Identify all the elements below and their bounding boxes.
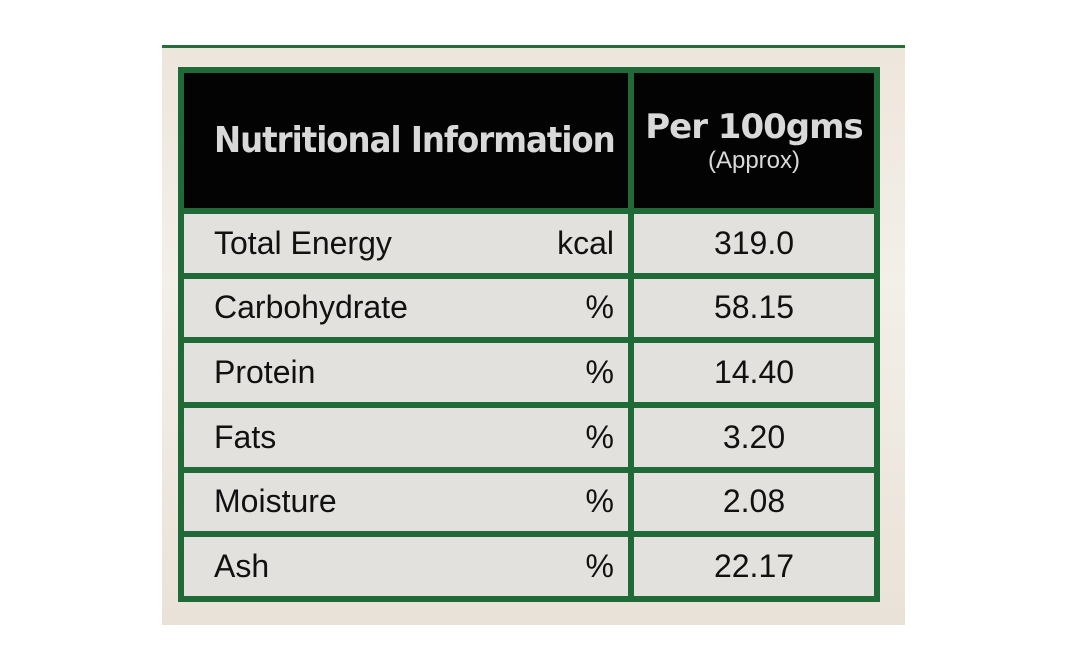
row-value-cell: 22.17 — [634, 537, 874, 596]
nutrient-name: Fats — [214, 418, 277, 455]
header-cell: Nutritional Information — [184, 73, 628, 208]
row-value-cell: 319.0 — [634, 214, 874, 273]
nutrient-value: 58.15 — [713, 289, 795, 326]
nutrient-unit: % — [585, 483, 614, 520]
nutrient-value: 3.20 — [722, 418, 786, 455]
nutrient-unit: % — [585, 418, 614, 455]
row-value-cell: 58.15 — [634, 278, 874, 338]
nutrient-unit: % — [585, 548, 614, 585]
nutrient-name: Carbohydrate — [214, 289, 408, 326]
header-per: Per 100gms — [645, 106, 864, 147]
nutrient-unit: kcal — [557, 224, 614, 261]
nutrient-value: 22.17 — [713, 548, 795, 585]
row-label-cell: Moisture% — [184, 472, 628, 532]
nutrient-unit: % — [585, 354, 614, 391]
nutrient-unit: % — [585, 289, 614, 326]
nutrition-table: Nutritional Information Per 100gms (Appr… — [178, 67, 880, 602]
row-value-cell: 3.20 — [634, 408, 874, 467]
row-label-cell: Total Energy kcal — [184, 214, 628, 273]
row-label-cell: Fats% — [184, 408, 628, 467]
nutrient-name: Total Energy — [214, 224, 392, 261]
header-title: Nutritional Information — [214, 120, 616, 161]
nutrient-value: 2.08 — [722, 483, 786, 520]
row-value-cell: 14.40 — [634, 343, 874, 402]
nutrient-name: Protein — [214, 354, 316, 391]
row-label-cell: Ash% — [184, 537, 628, 596]
nutrient-name: Moisture — [214, 483, 337, 520]
nutrient-value: 14.40 — [713, 354, 795, 391]
header-note: (Approx) — [707, 146, 801, 174]
header-cell: Per 100gms (Approx) — [634, 73, 874, 208]
row-value-cell: 2.08 — [634, 472, 874, 532]
nutrient-value: 319.0 — [713, 224, 795, 261]
row-label-cell: Protein% — [184, 343, 628, 402]
row-label-cell: Carbohydrate% — [184, 278, 628, 338]
nutrient-name: Ash — [214, 548, 270, 585]
